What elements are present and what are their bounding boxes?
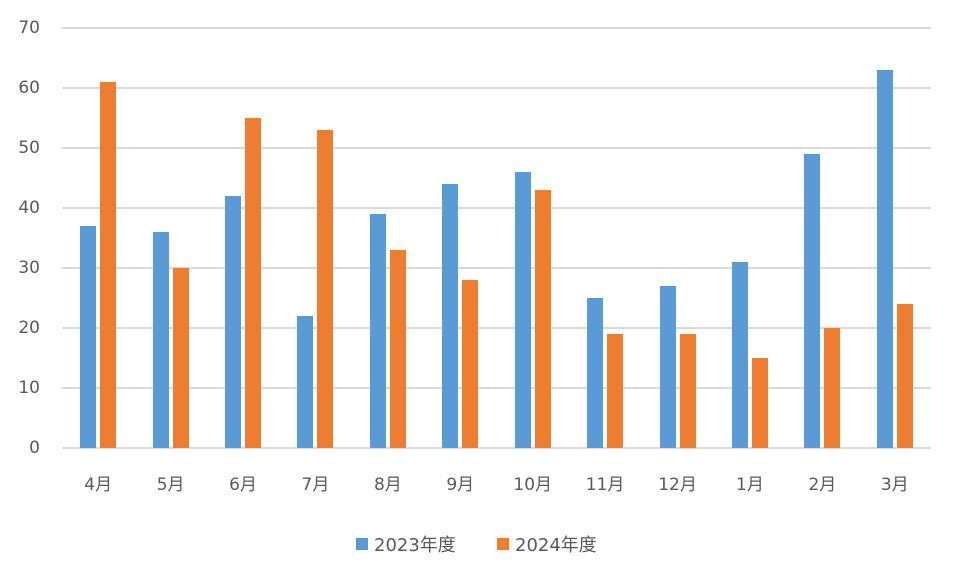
bar-2023年度-6月 bbox=[225, 196, 242, 448]
legend-swatch-2024 bbox=[497, 538, 509, 550]
bar-2023年度-12月 bbox=[659, 286, 676, 448]
bar-2023年度-7月 bbox=[297, 316, 314, 448]
x-tick-label: 5月 bbox=[156, 475, 185, 495]
bar-2023年度-1月 bbox=[731, 262, 748, 448]
bar-2023年度-9月 bbox=[442, 184, 459, 448]
bar-2023年度-4月 bbox=[80, 226, 97, 448]
x-tick-label: 11月 bbox=[585, 475, 625, 495]
bar-2023年度-2月 bbox=[804, 154, 821, 448]
x-tick-label: 12月 bbox=[658, 475, 697, 495]
bar-2023年度-11月 bbox=[587, 298, 604, 448]
x-tick-label: 8月 bbox=[373, 475, 402, 495]
gridline bbox=[62, 327, 931, 329]
y-tick-label: 50 bbox=[18, 138, 40, 158]
legend: 2023年度 2024年度 bbox=[0, 529, 960, 557]
x-tick-label: 2月 bbox=[808, 475, 837, 495]
bar-2024年度-1月 bbox=[751, 358, 768, 448]
gridline bbox=[62, 87, 931, 89]
x-tick-label: 7月 bbox=[301, 475, 330, 495]
gridline bbox=[62, 267, 931, 269]
y-tick-label: 10 bbox=[18, 378, 40, 398]
legend-swatch-2023 bbox=[356, 538, 368, 550]
x-tick-label: 4月 bbox=[84, 475, 113, 495]
legend-item-2023: 2023年度 bbox=[356, 531, 456, 557]
gridline bbox=[62, 447, 931, 449]
bar-2024年度-12月 bbox=[679, 334, 696, 448]
y-tick-label: 60 bbox=[18, 78, 40, 98]
bar-2023年度-5月 bbox=[152, 232, 169, 448]
x-tick-label: 10月 bbox=[513, 475, 553, 495]
bar-2024年度-9月 bbox=[462, 280, 479, 448]
x-tick-label: 1月 bbox=[736, 475, 764, 495]
y-tick-label: 70 bbox=[18, 18, 40, 38]
bar-2024年度-8月 bbox=[389, 250, 406, 448]
bar-2024年度-4月 bbox=[100, 82, 117, 448]
legend-item-2024: 2024年度 bbox=[497, 531, 597, 557]
gridline bbox=[62, 27, 931, 29]
y-tick-label: 0 bbox=[29, 438, 40, 458]
bar-2023年度-8月 bbox=[369, 214, 386, 448]
bar-2024年度-11月 bbox=[607, 334, 624, 448]
bar-2024年度-5月 bbox=[172, 268, 189, 448]
bar-2024年度-10月 bbox=[534, 190, 551, 448]
y-tick-label: 20 bbox=[18, 318, 40, 338]
bar-2023年度-10月 bbox=[514, 172, 531, 448]
gridline bbox=[62, 207, 931, 209]
bar-2024年度-2月 bbox=[824, 328, 841, 448]
bar-2024年度-3月 bbox=[896, 304, 913, 448]
bar-2023年度-3月 bbox=[876, 70, 893, 448]
legend-label-2023: 2023年度 bbox=[374, 535, 456, 556]
y-tick-label: 30 bbox=[18, 258, 40, 278]
legend-label-2024: 2024年度 bbox=[515, 535, 597, 556]
x-tick-label: 6月 bbox=[229, 475, 257, 495]
bar-2024年度-6月 bbox=[245, 118, 262, 448]
x-tick-label: 9月 bbox=[446, 475, 475, 495]
y-tick-label: 40 bbox=[18, 198, 40, 218]
bar-2024年度-7月 bbox=[317, 130, 334, 448]
gridline bbox=[62, 147, 931, 149]
x-tick-label: 3月 bbox=[880, 475, 909, 495]
gridline bbox=[62, 387, 931, 389]
